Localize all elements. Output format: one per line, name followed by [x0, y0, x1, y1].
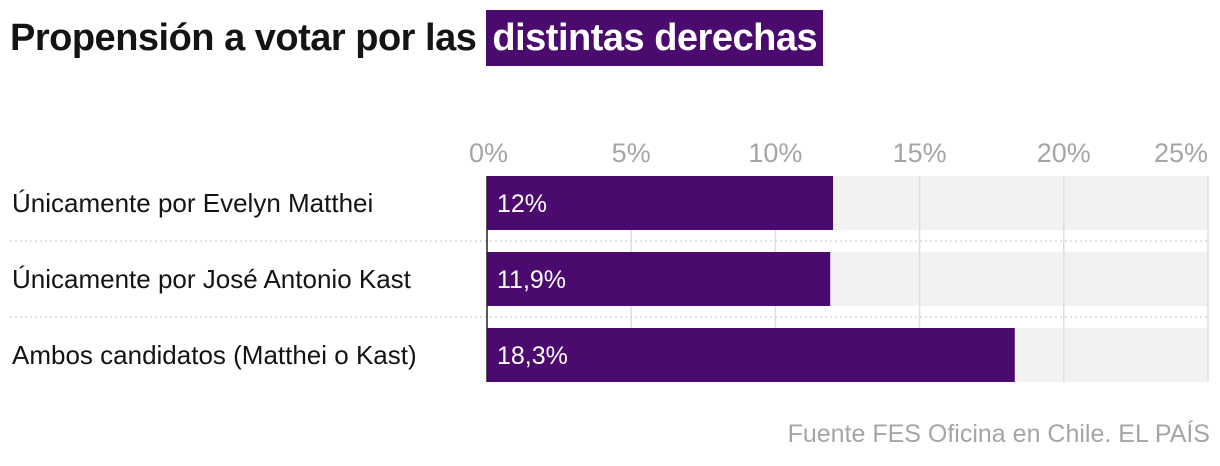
- category-label: Únicamente por Evelyn Matthei: [12, 188, 373, 218]
- category-label: Ambos candidatos (Matthei o Kast): [12, 340, 417, 370]
- value-labels: 12% 11,9% 18,3%: [497, 190, 568, 370]
- source-note: Fuente FES Oficina en Chile. EL PAÍS: [787, 420, 1210, 448]
- x-tick-label: 10%: [748, 138, 802, 168]
- x-tick-label: 15%: [893, 138, 947, 168]
- bars: [487, 176, 1015, 382]
- bar: [487, 328, 1015, 382]
- x-axis-ticks: 0% 5% 10% 15% 20% 25%: [469, 138, 1208, 168]
- value-label: 11,9%: [497, 266, 566, 294]
- bar-chart: 0% 5% 10% 15% 20% 25% Únicamente por Evelyn M…: [10, 138, 1209, 382]
- category-label: Únicamente por José Antonio Kast: [12, 264, 412, 294]
- value-label: 12%: [497, 190, 547, 218]
- x-tick-label: 5%: [612, 138, 651, 168]
- x-tick-label: 25%: [1154, 138, 1208, 168]
- x-tick-label: 0%: [469, 138, 508, 168]
- bar: [487, 252, 831, 306]
- x-tick-label: 20%: [1037, 138, 1091, 168]
- chart-title-highlight: distintas derechas: [486, 10, 824, 66]
- bar: [487, 176, 834, 230]
- chart-title: Propensión a votar por las distintas der…: [10, 10, 824, 66]
- category-labels: Únicamente por Evelyn Matthei Únicamente …: [12, 188, 417, 370]
- value-label: 18,3%: [497, 342, 568, 370]
- chart-title-prefix: Propensión a votar por las: [10, 17, 487, 59]
